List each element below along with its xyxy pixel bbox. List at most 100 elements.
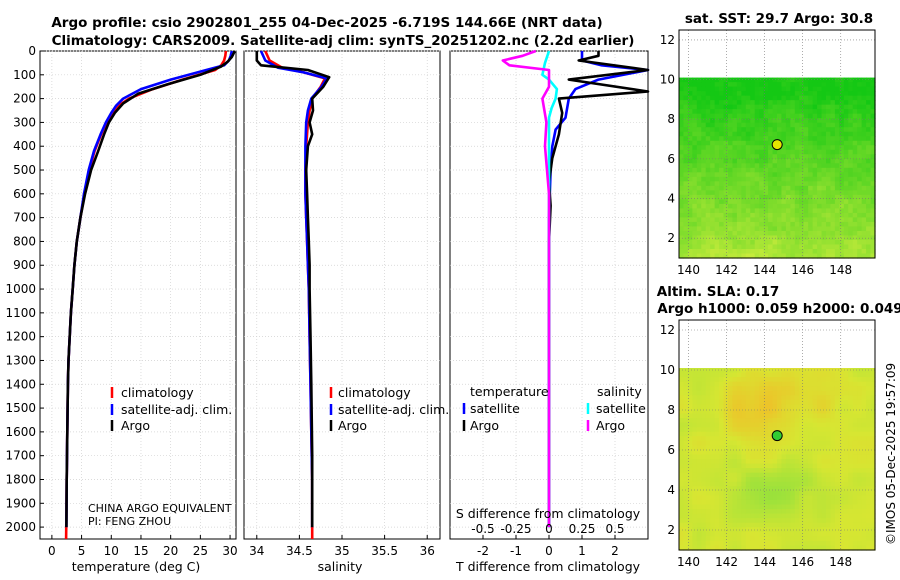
legend-temp-argo-label: Argo [470,418,499,433]
heatmap-cell [683,390,689,396]
heatmap-cell [745,239,751,246]
temperature-grid [40,50,236,539]
heatmap-cell [741,377,747,383]
heatmap-cell [701,244,707,250]
heatmap-cell [719,212,725,219]
heatmap-cell [866,408,872,415]
heatmap-cell [808,390,814,396]
heatmap-cell [843,509,849,515]
heatmap-cell [696,413,702,419]
heatmap-cell [750,127,756,133]
heatmap-cell [826,418,832,424]
heatmap-cell [803,381,809,387]
heatmap-cell [692,454,698,460]
heatmap-cell [701,199,707,205]
heatmap-cell [772,490,778,496]
heatmap-cell [866,445,872,451]
heatmap-cell [830,203,836,209]
heatmap-cell [692,408,698,415]
heatmap-cell [754,427,760,433]
heatmap-cell [741,472,747,478]
heatmap-cell [692,131,698,137]
heatmap-cell [754,531,760,537]
heatmap-cell [732,513,738,519]
heatmap-cell [861,527,867,533]
heatmap-cell [861,399,867,405]
heatmap-cell [741,217,747,223]
heatmap-cell [777,190,783,196]
heatmap-cell [701,413,707,419]
heatmap-cell [812,118,818,124]
heatmap-cell [834,199,840,205]
heatmap-cell [781,395,787,401]
heatmap-cell [692,118,698,124]
heatmap-cell [870,185,876,191]
heatmap-cell [839,208,845,214]
heatmap-cell [723,118,729,124]
difference-panel: -2 -1 0 1 2 -0.5 -0.25 0 0.25 0.5 S difference f… [449,49,650,574]
heatmap-cell [808,449,814,456]
heatmap-cell [794,235,800,241]
heatmap-cell [692,390,698,396]
heatmap-cell [741,527,747,533]
heatmap-cell [808,149,814,155]
heatmap-cell [719,509,725,515]
heatmap-cell [826,431,832,437]
heatmap-cell [830,221,836,228]
heatmap-cell [750,253,756,259]
heatmap-cell [714,540,720,547]
heatmap-cell [728,217,734,223]
heatmap-cell [817,468,823,474]
heatmap-cell [679,194,685,200]
heatmap-cell [741,212,747,219]
heatmap-cell [683,468,689,474]
heatmap-cell [781,244,787,250]
heatmap-cell [870,203,876,209]
heatmap-cell [830,513,836,519]
heatmap-cell [745,104,751,110]
heatmap-cell [812,504,818,510]
heatmap-cell [812,490,818,496]
heatmap-cell [777,82,783,88]
heatmap-cell [790,422,796,428]
legend-climatology-label: climatology [338,385,411,400]
heatmap-cell [826,122,832,128]
heatmap-cell [728,445,734,451]
heatmap-cell [799,158,805,164]
heatmap-cell [736,181,742,187]
heatmap-cell [839,408,845,415]
heatmap-cell [852,77,858,83]
heatmap-cell [790,82,796,88]
heatmap-cell [808,454,814,460]
heatmap-cell [750,113,756,119]
heatmap-cell [692,395,698,401]
heatmap-cell [812,540,818,547]
heatmap-cell [803,217,809,223]
heatmap-cell [817,513,823,519]
heatmap-cell [772,395,778,401]
heatmap-cell [839,481,845,487]
heatmap-cell [803,77,809,83]
heatmap-cell [785,513,791,519]
heatmap-cell [857,422,863,428]
heatmap-cell [768,472,774,478]
heatmap-cell [692,418,698,424]
heatmap-cell [834,86,840,92]
map-lat-tick-label: 6 [667,152,675,166]
heatmap-cell [861,504,867,510]
heatmap-cell [839,217,845,223]
heatmap-cell [803,463,809,469]
heatmap-cell [768,372,774,378]
heatmap-cell [701,531,707,537]
heatmap-cell [830,477,836,483]
heatmap-cell [852,481,858,487]
heatmap-cell [710,399,716,405]
heatmap-cell [861,154,867,160]
heatmap-cell [710,472,716,478]
heatmap-cell [710,518,716,524]
heatmap-cell [679,436,685,442]
heatmap-cell [790,86,796,92]
heatmap-cell [790,377,796,383]
heatmap-cell [714,372,720,378]
heatmap-cell [799,239,805,246]
